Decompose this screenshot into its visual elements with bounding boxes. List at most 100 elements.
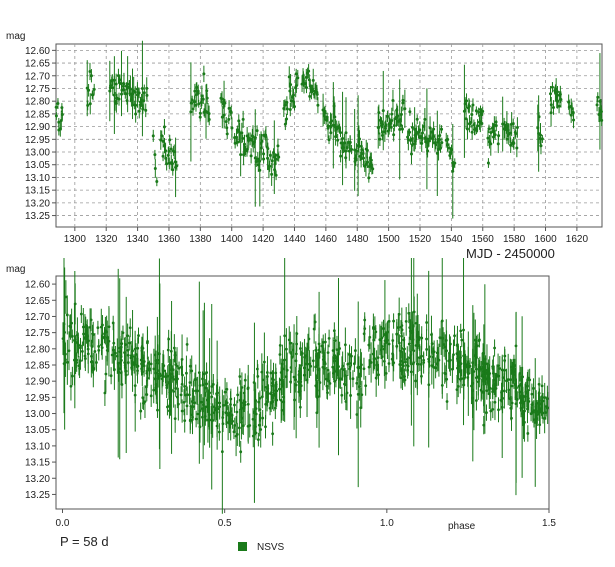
bottom-y-tick-label: 13.05 bbox=[25, 425, 50, 436]
bottom-data-point bbox=[448, 342, 452, 346]
bottom-data-point bbox=[425, 348, 429, 351]
bottom-data-point bbox=[456, 384, 460, 388]
top-data-point bbox=[151, 134, 155, 138]
bottom-data-point bbox=[118, 367, 122, 371]
bottom-data-point bbox=[444, 338, 448, 342]
bottom-data-point bbox=[240, 416, 244, 420]
bottom-data-point bbox=[327, 337, 331, 340]
bottom-data-point bbox=[400, 324, 404, 327]
bottom-data-point bbox=[425, 321, 429, 324]
top-data-point bbox=[56, 102, 60, 106]
bottom-data-point bbox=[358, 385, 362, 389]
bottom-data-point bbox=[294, 359, 298, 363]
bottom-data-point bbox=[333, 379, 336, 383]
top-data-point bbox=[330, 119, 334, 123]
top-data-point bbox=[420, 141, 424, 145]
top-data-point bbox=[60, 112, 64, 116]
top-data-point bbox=[427, 139, 431, 143]
top-data-point bbox=[595, 103, 599, 107]
bottom-data-point bbox=[259, 428, 263, 431]
top-data-point bbox=[445, 143, 449, 147]
bottom-data-point bbox=[121, 331, 125, 335]
bottom-data-point bbox=[264, 425, 267, 429]
bottom-data-points bbox=[61, 258, 550, 514]
bottom-data-point bbox=[323, 362, 327, 366]
bottom-x-tick-label: 1.0 bbox=[380, 518, 394, 529]
top-data-point bbox=[496, 142, 500, 146]
top-data-point bbox=[470, 130, 474, 134]
bottom-data-point bbox=[149, 394, 153, 398]
bottom-data-point bbox=[176, 377, 179, 381]
top-data-point bbox=[285, 107, 289, 111]
bottom-data-point bbox=[311, 359, 315, 363]
bottom-data-point bbox=[218, 401, 222, 405]
bottom-data-point bbox=[103, 391, 107, 395]
top-x-tick-label: 1480 bbox=[346, 234, 369, 245]
top-data-point bbox=[268, 164, 272, 168]
bottom-data-point bbox=[70, 374, 74, 378]
bottom-data-point bbox=[396, 326, 400, 329]
bottom-data-point bbox=[403, 375, 406, 378]
bottom-data-point bbox=[425, 337, 428, 341]
bottom-data-point bbox=[69, 325, 72, 329]
top-data-point bbox=[193, 89, 197, 93]
bottom-data-point bbox=[193, 401, 197, 405]
top-ylabel: mag bbox=[6, 31, 25, 42]
top-data-point bbox=[172, 150, 176, 154]
bottom-data-point bbox=[222, 403, 226, 407]
bottom-data-point bbox=[371, 325, 375, 329]
bottom-data-point bbox=[284, 347, 288, 351]
bottom-data-point bbox=[513, 364, 517, 367]
bottom-data-point bbox=[383, 339, 387, 343]
bottom-data-point bbox=[239, 450, 243, 454]
bottom-data-point bbox=[216, 407, 220, 411]
bottom-data-point bbox=[349, 394, 352, 397]
bottom-data-point bbox=[537, 382, 541, 386]
bottom-data-point bbox=[278, 387, 281, 391]
bottom-data-point bbox=[545, 397, 549, 401]
bottom-data-point bbox=[243, 403, 247, 407]
bottom-data-point bbox=[170, 372, 174, 376]
bottom-data-point bbox=[331, 349, 335, 352]
bottom-data-point bbox=[257, 400, 261, 404]
top-x-tick-label: 1320 bbox=[95, 234, 118, 245]
bottom-data-point bbox=[265, 390, 269, 394]
bottom-data-point bbox=[246, 402, 250, 406]
bottom-data-point bbox=[487, 371, 491, 375]
top-data-point bbox=[398, 127, 402, 131]
bottom-data-point bbox=[154, 371, 158, 375]
bottom-data-point bbox=[498, 367, 502, 370]
bottom-data-point bbox=[139, 358, 143, 362]
bottom-data-point bbox=[221, 422, 225, 426]
bottom-data-point bbox=[474, 399, 478, 402]
top-data-point bbox=[274, 157, 278, 161]
top-data-point bbox=[350, 148, 354, 152]
top-data-point bbox=[89, 74, 93, 78]
top-data-point bbox=[165, 162, 169, 166]
top-data-point bbox=[291, 93, 295, 97]
top-x-tick-label: 1540 bbox=[440, 234, 463, 245]
bottom-data-point bbox=[261, 416, 265, 420]
bottom-data-point bbox=[140, 346, 144, 350]
bottom-data-point bbox=[447, 359, 451, 363]
bottom-data-point bbox=[129, 354, 133, 358]
top-data-point bbox=[476, 124, 480, 128]
top-data-point bbox=[227, 117, 231, 121]
bottom-data-point bbox=[399, 376, 403, 380]
bottom-data-point bbox=[257, 423, 261, 427]
top-data-point bbox=[162, 125, 166, 129]
top-data-point bbox=[249, 154, 253, 158]
bottom-data-point bbox=[168, 368, 172, 372]
bottom-x-tick-label: 0.5 bbox=[218, 518, 232, 529]
bottom-data-point bbox=[281, 362, 284, 366]
bottom-data-point bbox=[95, 361, 98, 364]
top-data-point bbox=[600, 118, 604, 122]
top-data-point bbox=[223, 101, 227, 105]
top-data-point bbox=[381, 109, 385, 113]
bottom-data-point bbox=[392, 319, 395, 323]
top-data-point bbox=[329, 131, 333, 135]
bottom-data-point bbox=[182, 400, 186, 404]
top-data-point bbox=[344, 131, 348, 135]
top-data-point bbox=[389, 125, 393, 129]
